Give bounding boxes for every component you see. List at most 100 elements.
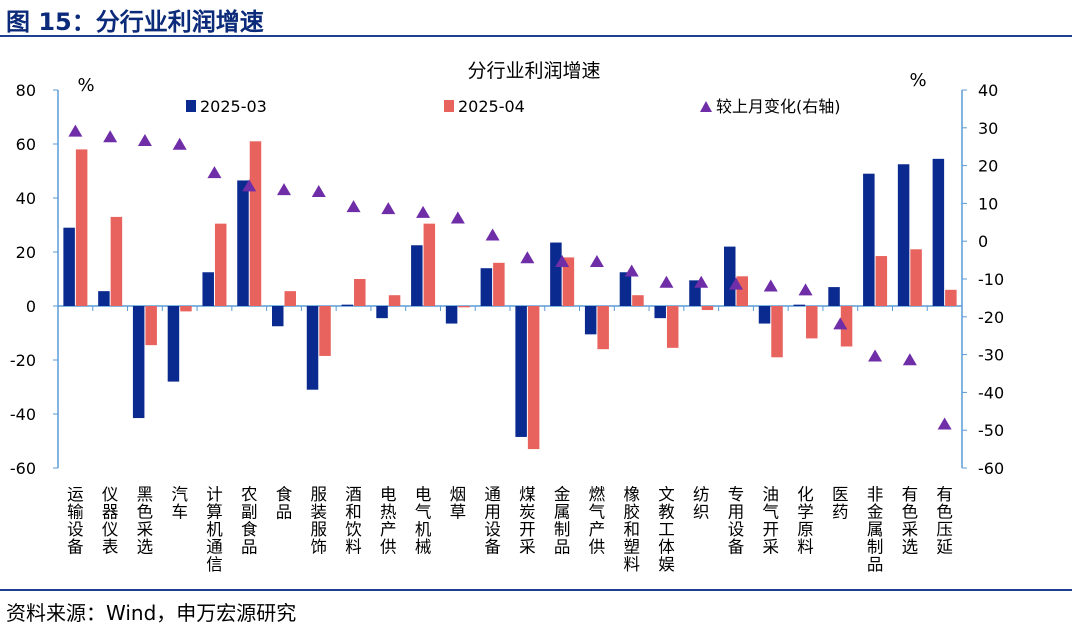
legend-marker-change — [700, 101, 712, 112]
category-label: 油气开采 — [763, 485, 780, 557]
change-marker — [103, 130, 118, 143]
change-marker — [381, 202, 396, 215]
bar-2025-04 — [180, 306, 192, 312]
category-label: 煤炭开采 — [519, 485, 536, 557]
bar-2025-03 — [828, 287, 840, 306]
change-marker — [172, 137, 187, 150]
bar-2025-04 — [632, 295, 644, 306]
change-marker — [311, 185, 326, 198]
left-tick-label: -60 — [10, 459, 36, 478]
change-marker — [659, 275, 674, 288]
change-marker — [555, 254, 570, 267]
right-tick-label: -10 — [978, 270, 1004, 289]
bar-2025-04 — [110, 216, 123, 306]
left-tick-label: 20 — [16, 243, 36, 262]
bar-2025-04 — [840, 306, 853, 347]
legend-label-2025-03: 2025-03 — [200, 97, 267, 116]
bottom-rule — [0, 589, 1072, 591]
category-label: 运输设备 — [67, 485, 84, 557]
change-marker — [277, 183, 291, 196]
bar-2025-04 — [562, 257, 575, 306]
legend-swatch-2025-03 — [186, 100, 196, 112]
bar-2025-04 — [319, 306, 331, 356]
category-label: 黑色采选 — [137, 485, 154, 557]
bar-2025-04 — [249, 141, 262, 306]
bar-2025-03 — [98, 291, 110, 306]
change-marker — [798, 283, 813, 296]
right-tick-label: -50 — [978, 421, 1004, 440]
bar-2025-03 — [480, 268, 493, 306]
bar-2025-04 — [910, 249, 922, 306]
change-marker — [694, 275, 709, 288]
right-tick-label: 30 — [978, 119, 998, 138]
category-label: 食品 — [276, 485, 293, 522]
right-tick-label: -60 — [978, 459, 1004, 478]
bar-2025-03 — [202, 272, 214, 306]
bar-2025-03 — [584, 306, 597, 335]
category-label: 专用设备 — [728, 485, 745, 557]
bar-2025-04 — [527, 306, 540, 450]
right-tick-label: 0 — [978, 232, 988, 251]
category-label: 电气机械 — [415, 485, 432, 557]
bar-2025-04 — [597, 306, 609, 350]
bar-2025-03 — [932, 158, 945, 306]
bar-2025-04 — [423, 223, 436, 306]
change-marker — [450, 211, 465, 224]
category-label: 燃气产供 — [589, 485, 606, 557]
right-tick-label: 20 — [978, 157, 998, 176]
change-marker — [68, 124, 83, 137]
bar-2025-03 — [515, 306, 527, 437]
bar-2025-03 — [272, 306, 284, 327]
bar-2025-03 — [63, 227, 75, 306]
points-layer — [68, 124, 952, 430]
legend-label-change: 较上月变化(右轴) — [716, 97, 841, 116]
bar-2025-04 — [388, 295, 401, 306]
labels-layer: 80 60 40 20 0 -20 -40 -60 40 30 20 10 0 -10 -20 -30 -40 -… — [10, 81, 1004, 574]
category-label: 烟草 — [450, 485, 467, 522]
chart-title: 分行业利润增速 — [467, 60, 600, 82]
bars-layer — [63, 141, 957, 450]
left-tick-label: 60 — [16, 135, 36, 154]
right-tick-label: 10 — [978, 194, 998, 213]
right-axis-unit: % — [909, 70, 926, 91]
change-marker — [763, 279, 778, 292]
bar-2025-04 — [145, 306, 157, 346]
bar-2025-04 — [771, 306, 783, 358]
bar-2025-03 — [793, 304, 806, 306]
figure-title: 图 15：分行业利润增速 — [6, 8, 264, 36]
bar-2025-03 — [654, 306, 666, 319]
category-label: 服装服饰 — [311, 485, 328, 557]
category-label: 电热产供 — [380, 485, 397, 557]
category-label: 纺织 — [693, 485, 710, 522]
right-tick-label: 40 — [978, 81, 998, 100]
bar-2025-03 — [411, 245, 423, 306]
left-tick-label: 80 — [16, 81, 36, 100]
right-tick-label: -40 — [978, 383, 1004, 402]
bar-2025-04 — [736, 276, 748, 306]
left-tick-label: -20 — [10, 351, 36, 370]
change-marker — [902, 353, 917, 366]
category-label: 汽车 — [171, 485, 188, 522]
change-marker — [207, 166, 222, 179]
bar-2025-03 — [863, 173, 875, 306]
change-marker — [589, 254, 604, 267]
bar-2025-03 — [376, 306, 388, 319]
category-label: 农副食品 — [241, 485, 258, 557]
bar-2025-04 — [701, 306, 714, 311]
category-label: 计算机通信 — [206, 485, 223, 574]
category-label: 非金属制品 — [867, 485, 884, 574]
bar-2025-03 — [689, 280, 701, 306]
left-tick-label: -40 — [10, 405, 36, 424]
category-label: 通用设备 — [484, 485, 501, 557]
bar-2025-03 — [445, 306, 458, 324]
change-marker — [485, 228, 500, 241]
category-label: 文教工体娱 — [658, 485, 675, 574]
bar-2025-03 — [897, 164, 910, 306]
category-label: 橡胶和塑料 — [623, 485, 640, 574]
bar-2025-03 — [758, 306, 771, 324]
bar-2025-04 — [875, 256, 888, 306]
change-marker — [346, 200, 361, 213]
axes-layer — [53, 89, 967, 469]
bar-2025-04 — [945, 289, 957, 306]
bar-2025-03 — [619, 272, 632, 306]
